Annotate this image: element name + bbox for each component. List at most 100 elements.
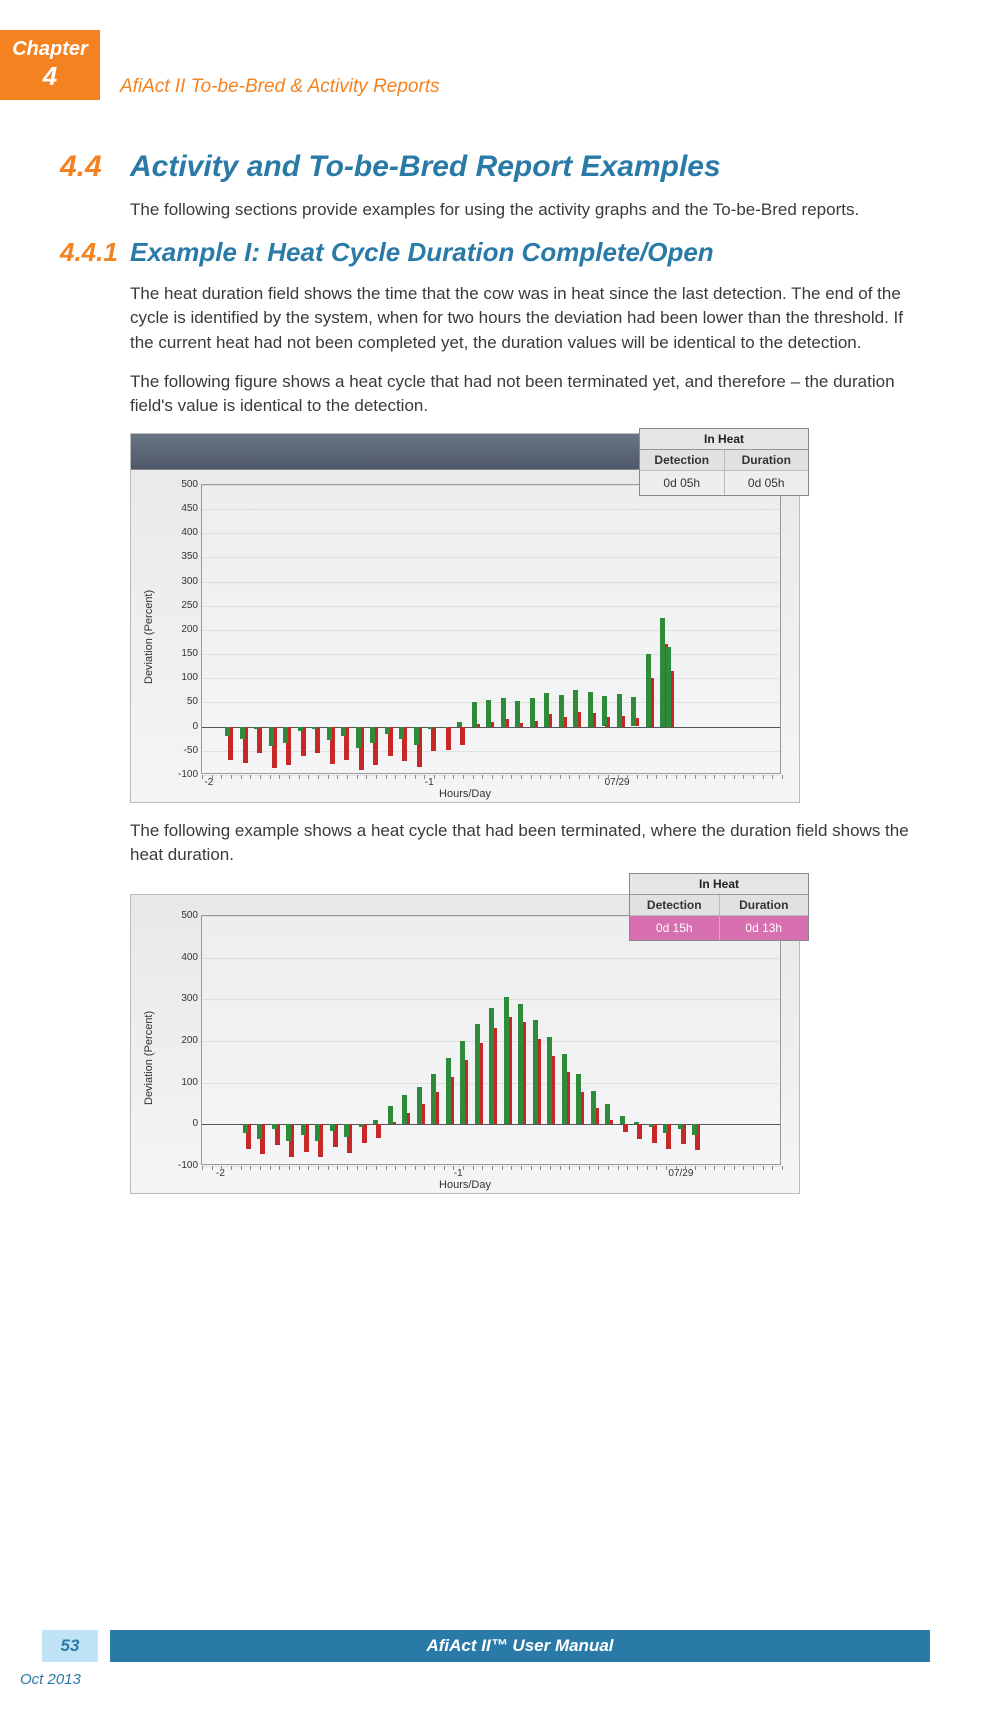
- inheat-val-detection: 0d 15h: [630, 916, 719, 940]
- y-tick-label: 0: [168, 1118, 198, 1129]
- page-content: 4.4 Activity and To-be-Bred Report Examp…: [60, 150, 928, 1210]
- bar-green: [501, 698, 506, 727]
- bar-green: [446, 1058, 451, 1125]
- x-tick-label: 07/29: [668, 1168, 693, 1179]
- chart-open-cycle: Deviation (Percent) -100-500501001502002…: [130, 433, 800, 803]
- bar-green: [414, 727, 419, 745]
- running-header: AfiAct II To-be-Bred & Activity Reports: [120, 76, 440, 98]
- section-title: Activity and To-be-Bred Report Examples: [130, 150, 721, 184]
- bar-green: [269, 727, 274, 746]
- inheat-colhead-detection: Detection: [640, 450, 724, 471]
- bar-green: [341, 727, 346, 737]
- chapter-number: 4: [0, 61, 100, 92]
- bar-green: [417, 1087, 422, 1125]
- bar-green: [312, 727, 317, 729]
- bar-green: [660, 618, 665, 727]
- chapter-label: Chapter: [0, 38, 100, 61]
- bar-green: [646, 654, 651, 727]
- footer-manual-title: AfiAct II™ User Manual: [110, 1630, 930, 1662]
- y-tick-label: 350: [168, 551, 198, 562]
- bar-green: [243, 1124, 248, 1132]
- bar-red: [460, 727, 465, 745]
- bar-green: [678, 1124, 683, 1128]
- plot-area: -100-50050100150200250300350400450500-2-…: [201, 484, 781, 774]
- bar-green: [605, 1104, 610, 1125]
- bar-green: [617, 694, 622, 726]
- bar-green: [666, 647, 671, 727]
- plot-area: -1000100200300400500-2-107/29: [201, 915, 781, 1165]
- bar-green: [286, 1124, 291, 1141]
- inheat-colhead-detection: Detection: [630, 895, 719, 916]
- inheat-col-detection: Detection 0d 15h: [630, 895, 720, 940]
- inheat-val-duration: 0d 05h: [725, 471, 809, 495]
- bar-green: [399, 727, 404, 739]
- bar-green: [315, 1124, 320, 1141]
- y-tick-label: 300: [168, 576, 198, 587]
- footer-date: Oct 2013: [20, 1671, 81, 1688]
- bar-green: [301, 1124, 306, 1134]
- y-tick-label: 100: [168, 1077, 198, 1088]
- paragraph-3: The following example shows a heat cycle…: [130, 819, 928, 868]
- y-tick-label: -100: [168, 769, 198, 780]
- bar-green: [240, 727, 245, 739]
- bar-green: [620, 1116, 625, 1124]
- bar-red: [637, 1124, 642, 1139]
- y-tick-label: 50: [168, 696, 198, 707]
- bar-green: [504, 997, 509, 1124]
- inheat-title: In Heat: [640, 429, 808, 450]
- inheat-title: In Heat: [630, 874, 808, 895]
- bar-green: [533, 1020, 538, 1124]
- subsection-number: 4.4.1: [60, 237, 130, 268]
- bar-red: [257, 727, 262, 754]
- bar-green: [356, 727, 361, 749]
- bar-green: [298, 727, 303, 732]
- chapter-tab: Chapter 4: [0, 30, 100, 100]
- y-tick-label: 300: [168, 993, 198, 1004]
- x-tick-label: -1: [425, 777, 434, 788]
- bar-red: [652, 1124, 657, 1143]
- bar-green: [591, 1091, 596, 1124]
- bar-green: [573, 690, 578, 726]
- bar-green: [330, 1124, 335, 1130]
- bar-green: [588, 692, 593, 727]
- bar-green: [663, 1124, 668, 1132]
- bar-green: [373, 1120, 378, 1124]
- bar-green: [544, 693, 549, 727]
- bar-green: [225, 727, 230, 737]
- y-tick-label: 100: [168, 672, 198, 683]
- subsection-title: Example I: Heat Cycle Duration Complete/…: [130, 237, 714, 268]
- y-tick-label: -50: [168, 745, 198, 756]
- bar-green: [254, 727, 259, 729]
- bar-red: [446, 727, 451, 750]
- y-tick-label: 250: [168, 600, 198, 611]
- y-axis-label: Deviation (Percent): [143, 590, 155, 684]
- x-axis-label: Hours/Day: [439, 788, 491, 800]
- bar-green: [402, 1095, 407, 1124]
- inheat-columns: Detection 0d 05h Duration 0d 05h: [640, 450, 808, 495]
- bar-green: [562, 1054, 567, 1125]
- y-axis-label: Deviation (Percent): [143, 1011, 155, 1105]
- inheat-col-detection: Detection 0d 05h: [640, 450, 725, 495]
- bar-red: [431, 727, 436, 751]
- bar-green: [457, 722, 462, 727]
- bar-red: [623, 1124, 628, 1132]
- y-tick-label: 150: [168, 648, 198, 659]
- bar-green: [327, 727, 332, 741]
- bar-green: [272, 1124, 277, 1128]
- chart-complete-cycle: Deviation (Percent) -1000100200300400500…: [130, 894, 800, 1194]
- section-heading: 4.4 Activity and To-be-Bred Report Examp…: [60, 150, 928, 184]
- paragraph-1: The heat duration field shows the time t…: [130, 282, 928, 356]
- bar-green: [489, 1008, 494, 1125]
- inheat-col-duration: Duration 0d 13h: [720, 895, 809, 940]
- y-tick-label: 500: [168, 910, 198, 921]
- y-tick-label: 200: [168, 1035, 198, 1046]
- y-tick-label: 500: [168, 479, 198, 490]
- y-tick-label: 400: [168, 527, 198, 538]
- inheat-panel: In Heat Detection 0d 15h Duration 0d 13h: [629, 873, 809, 941]
- bar-green: [649, 1124, 654, 1126]
- bar-green: [443, 727, 448, 728]
- bar-green: [385, 727, 390, 734]
- bar-green: [283, 727, 288, 744]
- inheat-col-duration: Duration 0d 05h: [725, 450, 809, 495]
- bar-green: [547, 1037, 552, 1125]
